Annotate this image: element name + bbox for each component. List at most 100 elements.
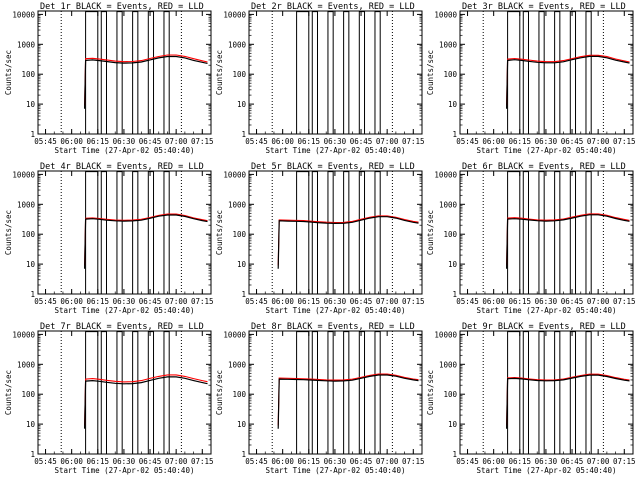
- y-tick-label: 10000: [12, 330, 35, 339]
- data-gap-bracket: [374, 171, 381, 294]
- lld-series-line: [277, 373, 419, 426]
- x-tick-label: 07:00: [376, 297, 399, 306]
- data-gap-bracket: [327, 331, 334, 454]
- plot-frame: [248, 10, 423, 135]
- y-tick-label: 100: [443, 390, 457, 399]
- data-gap-bracket: [116, 171, 123, 294]
- data-gap-bracket: [147, 11, 155, 134]
- data-gap-bracket: [100, 11, 107, 134]
- x-axis-label: Start Time (27-Apr-02 05:40:40): [477, 306, 617, 315]
- events-series-line: [277, 374, 419, 429]
- data-gap-bracket: [163, 331, 170, 454]
- det-panel: Det 5r BLACK = Events, RED = LLD 1 10 100 10…: [215, 162, 425, 315]
- x-tick-label: 06:00: [271, 297, 294, 306]
- y-axis-label: Counts/sec: [215, 50, 224, 95]
- det-panel: Det 9r BLACK = Events, RED = LLD 1 10 100 10…: [426, 322, 636, 475]
- data-gap-bracket: [296, 331, 310, 454]
- x-axis-label: Start Time (27-Apr-02 05:40:40): [55, 466, 195, 475]
- y-tick-label: 10: [26, 260, 36, 269]
- x-tick-label: 06:45: [139, 137, 162, 146]
- data-gap-bracket: [585, 171, 592, 294]
- data-gap-bracket: [147, 171, 155, 294]
- y-tick-label: 1000: [17, 360, 36, 369]
- data-gap-bracket: [358, 11, 366, 134]
- data-gap-bracket: [358, 171, 366, 294]
- y-tick-label: 1000: [439, 200, 458, 209]
- plot-frame: [37, 10, 212, 135]
- data-gap-bracket: [374, 11, 381, 134]
- det-panel: Det 2r BLACK = Events, RED = LLD 1 10 100 10…: [215, 2, 425, 155]
- plot-frame: [459, 330, 634, 455]
- y-tick-label: 10: [448, 100, 458, 109]
- data-gap-bracket: [296, 11, 310, 134]
- chart-title: Det 7r BLACK = Events, RED = LLD: [40, 322, 204, 332]
- y-axis-label: Counts/sec: [426, 50, 435, 95]
- y-tick-label: 100: [21, 390, 35, 399]
- y-tick-label: 1: [452, 450, 457, 459]
- data-gap-bracket: [100, 331, 107, 454]
- x-tick-label: 07:00: [587, 137, 610, 146]
- x-tick-label: 06:00: [482, 137, 505, 146]
- x-tick-label: 05:45: [245, 137, 268, 146]
- x-tick-label: 06:45: [139, 457, 162, 466]
- y-tick-label: 1000: [17, 40, 36, 49]
- x-axis-label: Start Time (27-Apr-02 05:40:40): [266, 466, 406, 475]
- events-series-line: [506, 374, 630, 429]
- chart-title: Det 9r BLACK = Events, RED = LLD: [462, 322, 626, 332]
- x-tick-label: 06:45: [139, 297, 162, 306]
- x-tick-label: 06:15: [298, 137, 321, 146]
- data-gap-bracket: [522, 331, 529, 454]
- data-gap-bracket: [343, 11, 350, 134]
- x-tick-label: 06:45: [561, 297, 584, 306]
- data-gap-bracket: [358, 331, 366, 454]
- y-tick-label: 1000: [17, 200, 36, 209]
- data-gap-bracket: [327, 11, 334, 134]
- y-tick-label: 100: [443, 70, 457, 79]
- y-tick-label: 10000: [223, 330, 246, 339]
- y-tick-label: 10: [237, 100, 247, 109]
- x-tick-label: 07:15: [191, 137, 214, 146]
- chart-title: Det 2r BLACK = Events, RED = LLD: [251, 2, 415, 12]
- data-gap-bracket: [343, 171, 350, 294]
- x-tick-label: 06:30: [535, 137, 558, 146]
- data-gap-bracket: [374, 331, 381, 454]
- events-series-line: [277, 216, 419, 269]
- data-gap-bracket: [116, 11, 123, 134]
- x-tick-label: 06:15: [298, 457, 321, 466]
- y-tick-label: 1: [241, 450, 246, 459]
- x-tick-label: 06:15: [87, 137, 110, 146]
- data-gap-bracket: [132, 11, 139, 134]
- x-tick-label: 06:30: [535, 457, 558, 466]
- det-panel: Det 7r BLACK = Events, RED = LLD 1 10 100 10…: [4, 322, 214, 475]
- y-tick-label: 1000: [439, 40, 458, 49]
- x-tick-label: 06:45: [350, 137, 373, 146]
- data-gap-bracket: [554, 331, 561, 454]
- x-axis-label: Start Time (27-Apr-02 05:40:40): [477, 146, 617, 155]
- y-axis-label: Counts/sec: [426, 370, 435, 415]
- det-panel: Det 8r BLACK = Events, RED = LLD 1 10 100 10…: [215, 322, 425, 475]
- x-tick-label: 06:30: [324, 457, 347, 466]
- x-tick-label: 06:45: [350, 457, 373, 466]
- x-tick-label: 05:45: [34, 137, 57, 146]
- x-tick-label: 05:45: [456, 297, 479, 306]
- x-tick-label: 07:00: [165, 297, 188, 306]
- det-panel: Det 3r BLACK = Events, RED = LLD 1 10 100 10…: [426, 2, 636, 155]
- data-gap-bracket: [538, 331, 545, 454]
- y-axis-label: Counts/sec: [4, 50, 13, 95]
- y-tick-label: 10000: [434, 330, 457, 339]
- data-gap-bracket: [100, 171, 107, 294]
- data-gap-bracket: [163, 11, 170, 134]
- y-axis-label: Counts/sec: [215, 210, 224, 255]
- data-gap-bracket: [311, 171, 318, 294]
- y-tick-label: 100: [232, 230, 246, 239]
- plot-frame: [248, 170, 423, 295]
- y-tick-label: 10: [448, 420, 458, 429]
- data-gap-bracket: [311, 331, 318, 454]
- chart-title: Det 4r BLACK = Events, RED = LLD: [40, 162, 204, 172]
- x-tick-label: 07:15: [613, 137, 636, 146]
- data-gap-bracket: [522, 171, 529, 294]
- x-tick-label: 06:00: [60, 297, 83, 306]
- plot-frame: [37, 170, 212, 295]
- x-tick-label: 06:00: [482, 457, 505, 466]
- x-axis-label: Start Time (27-Apr-02 05:40:40): [477, 466, 617, 475]
